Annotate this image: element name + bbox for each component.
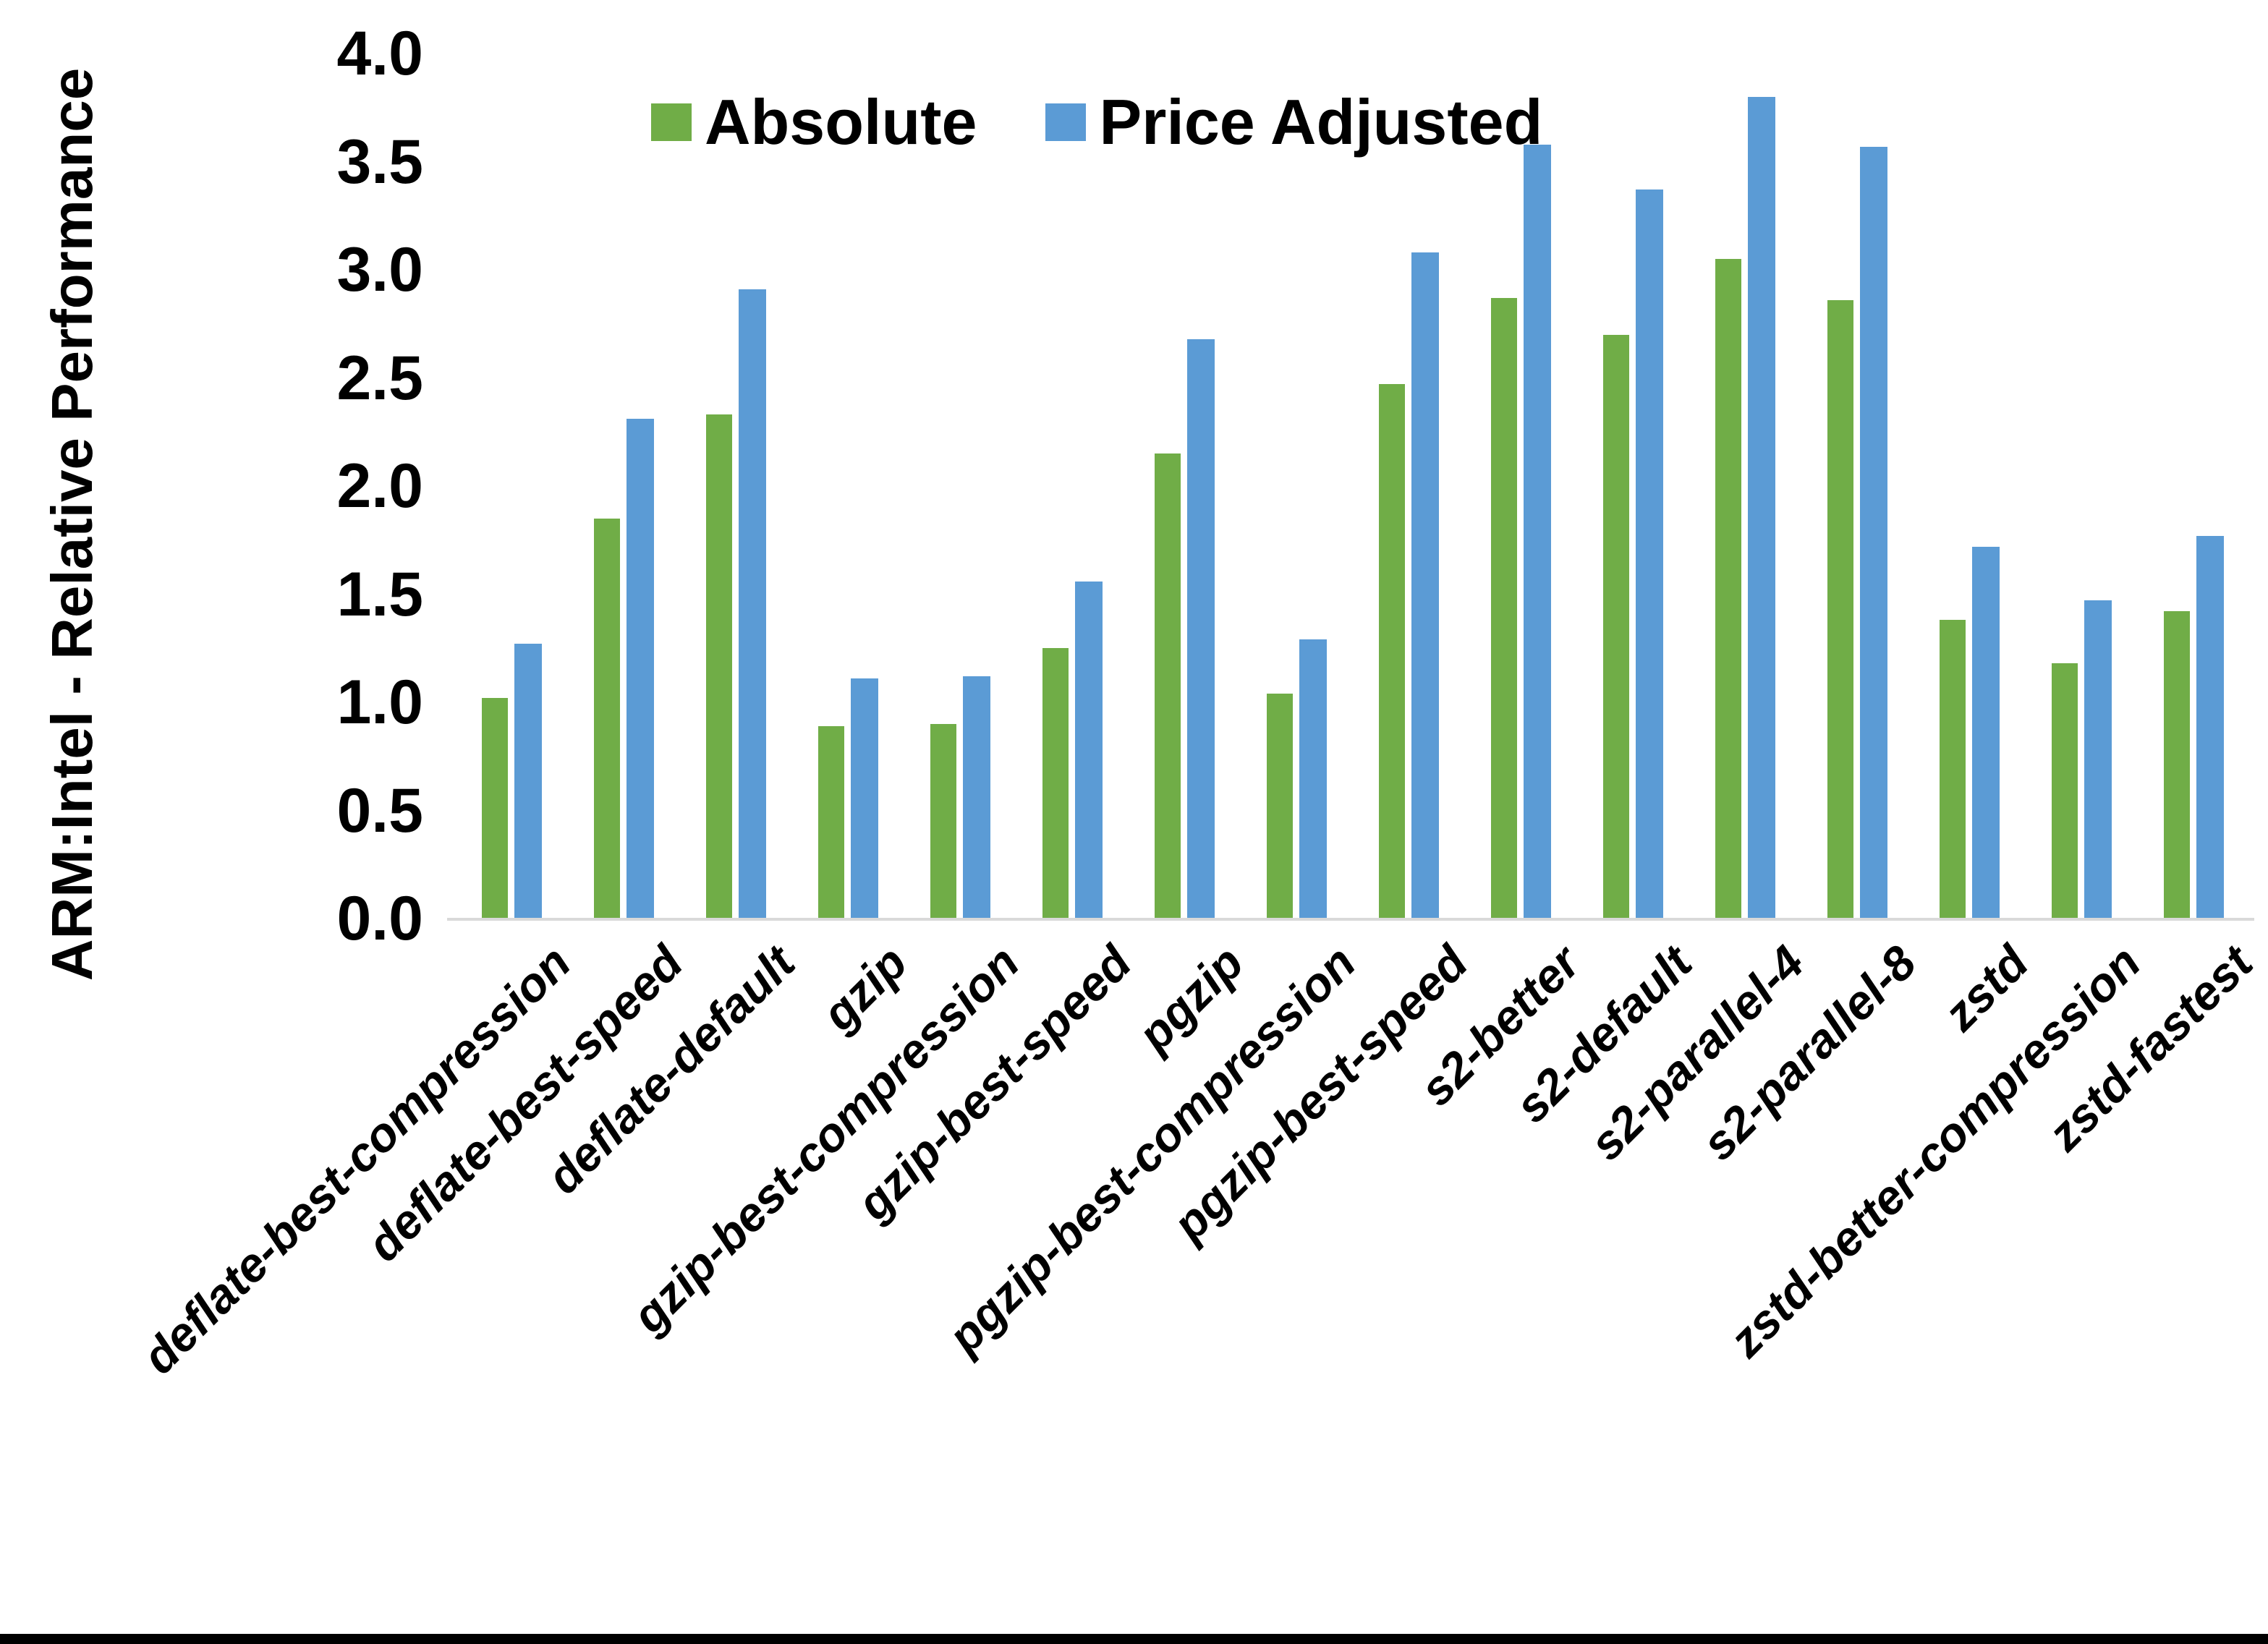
bar-gzip-best-compression-absolute bbox=[930, 723, 956, 919]
bar-pgzip-best-speed-absolute bbox=[1379, 384, 1405, 919]
bar-s2-better-absolute bbox=[1491, 297, 1517, 919]
y-axis-title: ARM:Intel - Relative Performance bbox=[40, 67, 104, 981]
bar-group-pgzip-best-compression bbox=[1241, 54, 1353, 919]
y-tick-label: 3.0 bbox=[336, 235, 423, 304]
y-tick-label: 4.0 bbox=[336, 19, 423, 88]
bar-s2-parallel-4-price-adjusted bbox=[1748, 96, 1775, 919]
legend-item-absolute: Absolute bbox=[651, 85, 977, 159]
bar-group-pgzip-best-speed bbox=[1353, 54, 1465, 919]
y-tick-label: 1.0 bbox=[336, 668, 423, 737]
bar-deflate-best-speed-price-adjusted bbox=[627, 419, 654, 919]
bar-s2-parallel-4-absolute bbox=[1715, 259, 1741, 919]
y-tick-label: 3.5 bbox=[336, 127, 423, 197]
bar-s2-better-price-adjusted bbox=[1524, 144, 1551, 919]
plot-area: 0.0 0.5 1.0 1.5 2.0 2.5 3.0 3.5 4.0 deflate-best… bbox=[132, 22, 2262, 1384]
bar-gzip-best-speed-price-adjusted bbox=[1075, 581, 1103, 919]
x-axis-line bbox=[447, 918, 2254, 921]
legend: Absolute Price Adjusted bbox=[651, 85, 1542, 159]
bar-gzip-price-adjusted bbox=[851, 678, 878, 919]
bar-group-zstd-better-compression bbox=[2026, 54, 2138, 919]
legend-label-absolute: Absolute bbox=[705, 86, 977, 158]
bar-s2-default-absolute bbox=[1603, 334, 1629, 919]
bar-group-gzip-best-compression bbox=[904, 54, 1016, 919]
bar-group-zstd-fastest bbox=[2138, 54, 2250, 919]
legend-label-price-adjusted: Price Adjusted bbox=[1099, 86, 1543, 158]
bar-zstd-better-compression-price-adjusted bbox=[2084, 600, 2112, 919]
x-axis-labels: deflate-best-compression deflate-best-spe… bbox=[132, 919, 2262, 1570]
y-tick-label: 0.5 bbox=[336, 775, 423, 846]
bar-deflate-best-speed-absolute bbox=[594, 518, 620, 919]
bar-pgzip-best-compression-price-adjusted bbox=[1299, 639, 1327, 919]
bar-gzip-best-compression-price-adjusted bbox=[963, 676, 990, 919]
bar-deflate-default-price-adjusted bbox=[739, 289, 766, 919]
bar-zstd-fastest-absolute bbox=[2164, 611, 2190, 919]
bar-group-s2-parallel-4 bbox=[1689, 54, 1801, 919]
bar-deflate-best-compression-absolute bbox=[482, 698, 508, 919]
legend-swatch-absolute bbox=[651, 103, 692, 141]
y-tick-label: 2.5 bbox=[336, 343, 423, 413]
bar-deflate-best-compression-price-adjusted bbox=[514, 644, 542, 919]
y-tick-label: 0.0 bbox=[336, 884, 423, 953]
bar-group-gzip-best-speed bbox=[1016, 54, 1129, 919]
bar-group-deflate-best-speed bbox=[568, 54, 680, 919]
bar-s2-parallel-8-absolute bbox=[1827, 299, 1853, 919]
bar-group-deflate-best-compression bbox=[456, 54, 568, 919]
bar-group-zstd bbox=[1914, 54, 2026, 919]
legend-swatch-price-adjusted bbox=[1045, 103, 1087, 141]
bar-pgzip-best-compression-absolute bbox=[1267, 694, 1293, 919]
bar-zstd-price-adjusted bbox=[1972, 546, 2000, 919]
bar-group-s2-parallel-8 bbox=[1801, 54, 1914, 919]
bar-gzip-best-speed-absolute bbox=[1042, 648, 1069, 919]
bar-group-s2-better bbox=[1465, 54, 1577, 919]
bar-pgzip-best-speed-price-adjusted bbox=[1411, 252, 1439, 919]
bar-s2-default-price-adjusted bbox=[1636, 189, 1663, 919]
bar-s2-parallel-8-price-adjusted bbox=[1860, 146, 1887, 919]
bar-group-deflate-default bbox=[680, 54, 792, 919]
bar-group-pgzip bbox=[1129, 54, 1241, 919]
bar-pgzip-price-adjusted bbox=[1187, 338, 1215, 919]
bar-group-gzip bbox=[792, 54, 904, 919]
bar-zstd-better-compression-absolute bbox=[2052, 663, 2078, 919]
bottom-border bbox=[0, 1634, 2268, 1644]
bar-zstd-fastest-price-adjusted bbox=[2196, 535, 2224, 919]
bar-group-s2-default bbox=[1577, 54, 1689, 919]
bar-gzip-absolute bbox=[818, 725, 844, 919]
y-tick-label: 1.5 bbox=[336, 559, 423, 629]
bar-zstd-absolute bbox=[1940, 620, 1966, 919]
legend-item-price-adjusted: Price Adjusted bbox=[1045, 85, 1542, 159]
bar-pgzip-absolute bbox=[1155, 453, 1181, 919]
bar-deflate-default-absolute bbox=[706, 414, 732, 919]
y-tick-label: 2.0 bbox=[336, 451, 423, 521]
